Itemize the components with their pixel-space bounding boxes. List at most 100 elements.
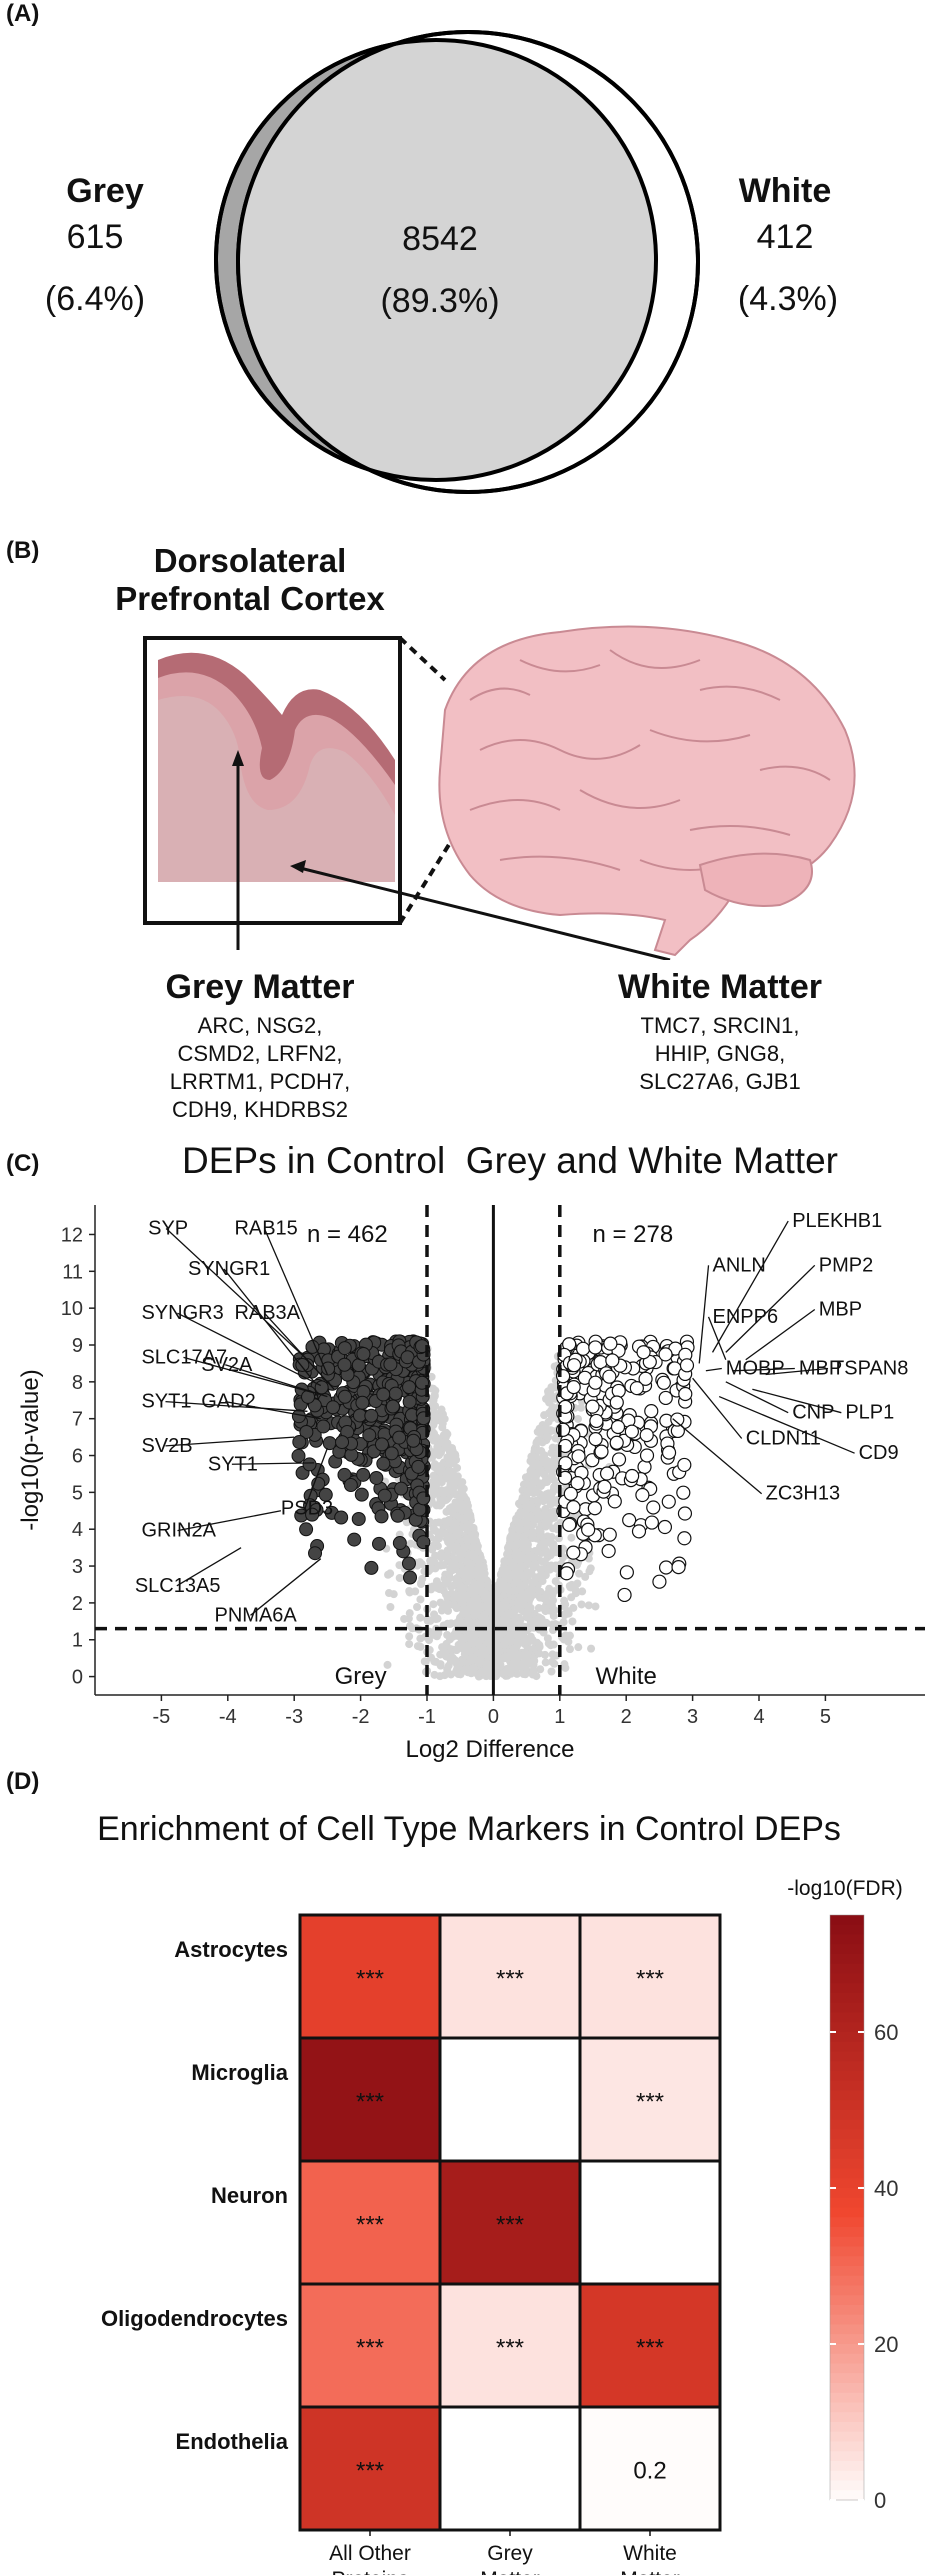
volcano-title: DEPs in Control Grey and White Matter — [182, 1140, 838, 1181]
background-point — [439, 1431, 448, 1440]
background-point — [515, 1523, 524, 1532]
heatmap-row-label: Astrocytes — [174, 1937, 288, 1962]
legend-swatch — [830, 2412, 864, 2423]
gene-label-leader — [223, 1268, 315, 1383]
grey-point — [354, 1487, 369, 1502]
gene-label-leader — [698, 1265, 710, 1364]
white-points — [556, 1334, 695, 1603]
heatmap-col-label: Proteins — [331, 2568, 408, 2575]
grey-point — [369, 1470, 384, 1485]
white-point — [588, 1340, 603, 1355]
legend-swatch — [830, 2490, 864, 2501]
y-tick-label: 12 — [61, 1224, 83, 1246]
grey-point — [385, 1399, 400, 1414]
legend-swatch — [830, 2139, 864, 2150]
white-point — [609, 1435, 624, 1450]
background-point — [446, 1479, 455, 1488]
gene-label-grey: SYP — [148, 1217, 188, 1239]
legend-swatch — [830, 2402, 864, 2413]
background-point — [587, 1644, 596, 1653]
gene-label-white: ZC3H13 — [766, 1483, 840, 1505]
white-point — [607, 1494, 622, 1509]
heatmap-col-label: White — [623, 2542, 677, 2565]
legend-tick-label: 40 — [874, 2176, 898, 2201]
background-point — [548, 1458, 557, 1467]
background-point — [465, 1551, 474, 1560]
gene-label-white: CD9 — [859, 1442, 899, 1464]
background-point — [454, 1670, 463, 1679]
background-point — [465, 1618, 474, 1627]
background-point — [435, 1551, 444, 1560]
background-point — [539, 1604, 548, 1613]
background-point — [571, 1585, 580, 1594]
background-point — [452, 1542, 461, 1551]
legend-swatch — [830, 2431, 864, 2443]
white-point — [571, 1449, 586, 1464]
background-point — [465, 1524, 474, 1533]
background-point — [575, 1569, 584, 1578]
background-point — [521, 1572, 530, 1581]
heatmap-col-label: Grey — [487, 2542, 533, 2565]
background-point — [545, 1464, 554, 1473]
background-point — [548, 1650, 557, 1659]
heatmap-cell-label: *** — [496, 2335, 524, 2362]
legend-swatch — [830, 2373, 864, 2384]
legend-bar — [829, 1914, 865, 2501]
background-point — [416, 1613, 425, 1622]
grey-side-label: Grey — [335, 1663, 387, 1690]
background-point — [431, 1413, 440, 1422]
background-point — [567, 1533, 576, 1542]
legend-swatch — [830, 2334, 864, 2345]
background-point — [544, 1433, 553, 1442]
legend-swatch — [830, 2314, 864, 2326]
background-point — [568, 1617, 577, 1626]
background-point — [479, 1669, 488, 1678]
legend-swatch — [830, 1963, 864, 1975]
legend-swatch — [830, 1934, 864, 1945]
background-point — [405, 1586, 414, 1595]
background-point — [405, 1640, 414, 1649]
grey-genes-line: LRRTM1, PCDH7, — [169, 1069, 351, 1094]
panel-a-label: (A) — [6, 0, 40, 27]
background-point — [400, 1614, 409, 1623]
background-point — [523, 1473, 532, 1482]
background-point — [478, 1588, 487, 1597]
legend-swatch — [830, 1924, 864, 1936]
legend-swatch — [830, 2480, 864, 2491]
gene-label-leader — [165, 1400, 308, 1412]
dlpfc-title-line-1: Dorsolateral — [153, 542, 347, 579]
background-point — [428, 1402, 437, 1411]
legend-swatch — [830, 2178, 864, 2189]
background-point — [430, 1462, 439, 1471]
legend-swatch — [830, 2129, 864, 2140]
legend-swatch — [830, 2275, 864, 2287]
gene-label-leader — [765, 1367, 829, 1376]
background-point — [536, 1466, 545, 1475]
background-point — [429, 1429, 438, 1438]
background-point — [550, 1606, 559, 1615]
legend-swatch — [830, 2149, 864, 2160]
background-point — [504, 1609, 513, 1618]
gene-label-white: CLDN11 — [746, 1427, 821, 1449]
background-point — [545, 1398, 554, 1407]
heatmap-cell — [298, 2159, 442, 2286]
grey-point — [356, 1347, 371, 1362]
legend-swatch — [830, 2061, 864, 2072]
legend-swatch — [830, 2041, 864, 2053]
gene-label-white: MBP — [819, 1299, 862, 1321]
gene-label-grey: SYNGR1 — [188, 1258, 270, 1280]
legend-swatch — [830, 2344, 864, 2355]
grey-point — [343, 1478, 358, 1493]
white-point — [646, 1500, 661, 1515]
background-point — [460, 1657, 469, 1666]
heatmap-cell — [438, 2405, 582, 2532]
background-point — [438, 1643, 447, 1652]
background-point — [448, 1444, 457, 1453]
white-point — [677, 1506, 693, 1521]
white-point — [603, 1336, 618, 1351]
grey-point — [299, 1522, 314, 1537]
background-point — [452, 1576, 461, 1585]
legend-swatch — [830, 2392, 864, 2404]
heatmap-cell — [438, 1913, 582, 2040]
background-point — [406, 1539, 415, 1548]
